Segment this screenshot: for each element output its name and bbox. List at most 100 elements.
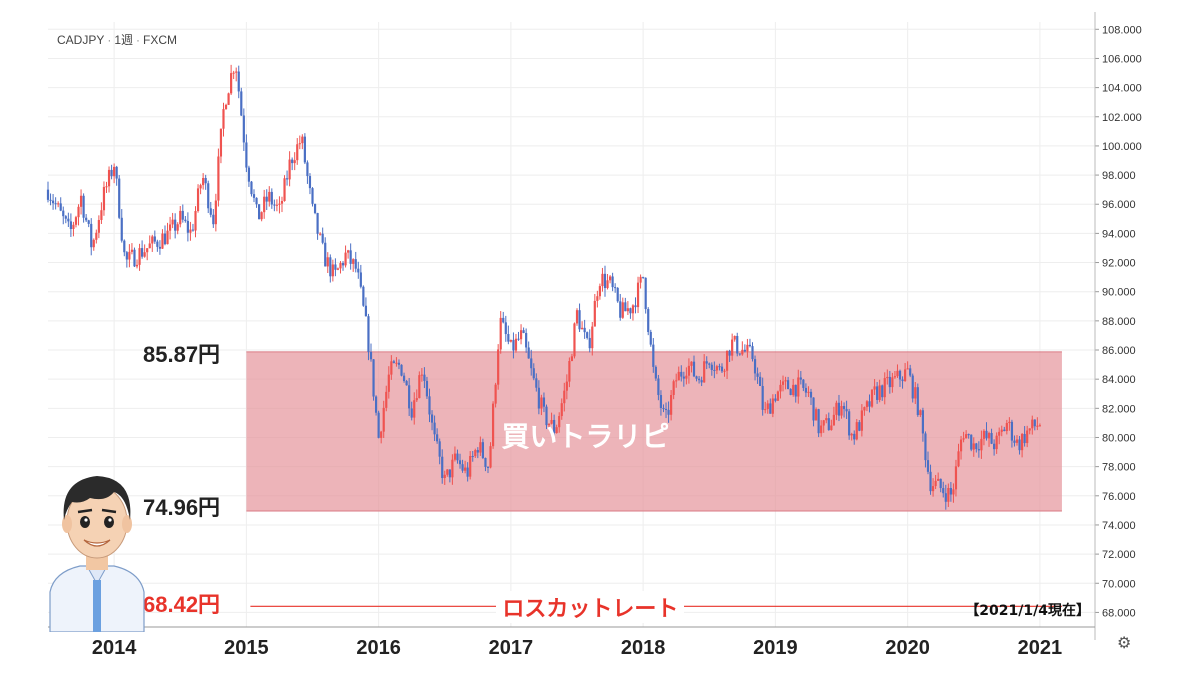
candle-body [944, 493, 947, 502]
candle-body [792, 384, 795, 395]
candle-body [947, 487, 950, 502]
candle-body [209, 208, 212, 215]
candle-body [51, 200, 55, 204]
candle-body [703, 361, 706, 383]
x-tick-label: 2021 [1018, 637, 1063, 659]
candle-body [265, 196, 268, 202]
candle-body [341, 263, 345, 266]
candle-body [120, 217, 123, 241]
y-tick-label: 94.000 [1102, 228, 1136, 240]
candle-body [166, 230, 169, 245]
y-tick-label: 82.000 [1102, 403, 1136, 415]
candle-body [196, 188, 200, 212]
candle-body [97, 219, 100, 233]
candle-body [840, 406, 843, 416]
candle-body [687, 365, 691, 376]
candle-body [425, 380, 429, 397]
candle-body [413, 400, 416, 418]
candle-body [161, 233, 164, 249]
candle-body [690, 361, 693, 366]
candle-body [405, 381, 408, 386]
candle-body [629, 308, 632, 314]
candle-body [1000, 429, 1003, 432]
candle-body [931, 486, 935, 492]
candle-body [685, 375, 688, 379]
timeframe-label: 1週 [114, 33, 134, 47]
x-tick-label: 2019 [753, 637, 798, 659]
candle-body [601, 273, 604, 287]
candle-body [926, 460, 930, 472]
candle-body [634, 305, 637, 308]
candle-body [418, 375, 421, 399]
candle-body [430, 414, 434, 423]
candle-body [250, 181, 253, 195]
candle-body [334, 264, 337, 270]
candle-body [189, 229, 192, 233]
candle-body [240, 91, 243, 116]
candle-body [631, 305, 635, 314]
candle-body [881, 385, 884, 398]
y-tick-label: 98.000 [1102, 170, 1136, 182]
candle-body [718, 366, 721, 368]
candle-body [57, 203, 60, 205]
candle-body [59, 203, 62, 211]
candle-body [392, 361, 395, 363]
candle-body [621, 302, 624, 318]
candle-body [102, 186, 106, 211]
candle-body [301, 136, 304, 144]
candle-body [853, 433, 856, 440]
candle-body [657, 378, 660, 396]
candle-body [313, 203, 317, 214]
candle-body [489, 446, 492, 468]
candle-body [280, 201, 284, 204]
candle-body [54, 203, 57, 205]
candle-body [725, 350, 729, 371]
candle-body [1015, 439, 1019, 443]
candle-body [433, 422, 436, 435]
candle-body [820, 425, 823, 434]
candle-body [247, 167, 251, 182]
candle-body [481, 442, 485, 458]
candle-body [118, 178, 121, 218]
candle-body [759, 376, 762, 386]
candle-body [245, 142, 248, 168]
candle-body [921, 410, 925, 434]
candle-body [812, 397, 815, 421]
y-tick-label: 100.000 [1102, 141, 1142, 153]
upper-level-label: 85.87円 [143, 341, 221, 367]
candle-body [138, 248, 141, 265]
x-tick-label: 2015 [224, 637, 269, 659]
candle-body [1026, 430, 1029, 444]
y-tick-label: 106.000 [1102, 53, 1142, 65]
candle-body [49, 199, 52, 201]
candle-body [397, 362, 401, 365]
candle-body [237, 71, 240, 92]
candle-body [212, 214, 215, 225]
candle-body [697, 378, 701, 381]
candle-body [977, 449, 980, 451]
candle-body [835, 402, 838, 415]
candle-body [764, 409, 767, 411]
candle-body [998, 431, 1001, 436]
candle-body [863, 407, 866, 411]
candle-body [736, 335, 739, 354]
candle-body [555, 427, 558, 434]
candle-body [270, 191, 273, 205]
candle-body [756, 373, 759, 377]
candle-body [570, 356, 574, 361]
candle-body [448, 469, 451, 478]
gear-icon[interactable]: ⚙ [1117, 633, 1132, 652]
candle-body [395, 362, 398, 364]
x-tick-label: 2014 [92, 637, 137, 659]
candle-body [550, 419, 553, 424]
candle-body [359, 272, 362, 287]
candle-body [738, 353, 741, 355]
candle-body [715, 366, 718, 371]
candle-body [781, 381, 785, 385]
candle-body [995, 435, 998, 450]
candle-body [535, 378, 538, 388]
y-tick-label: 96.000 [1102, 199, 1136, 211]
candle-body [352, 259, 355, 264]
candle-body [909, 368, 912, 376]
